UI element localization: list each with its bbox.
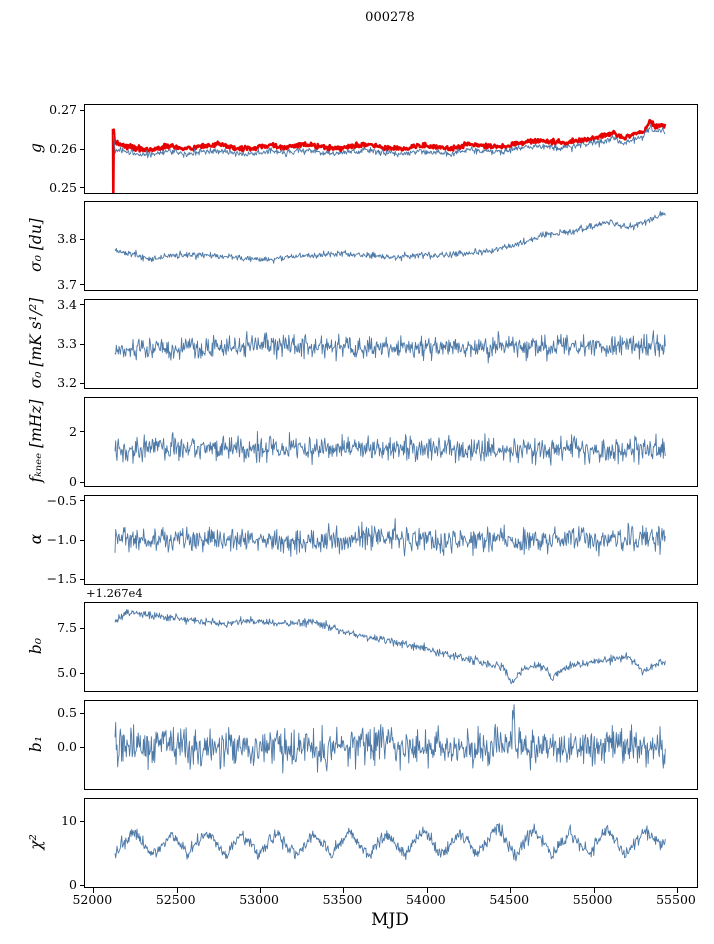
x-tick-label: 54500 <box>489 892 530 907</box>
x-tick-label: 52500 <box>155 892 196 907</box>
x-tick-mark <box>426 888 428 893</box>
y-tick-label: 0.26 <box>49 141 77 156</box>
y-tick-label: 3.8 <box>57 231 77 247</box>
y-tick-label: −0.5 <box>46 492 77 508</box>
x-tick-label: 55500 <box>656 892 696 907</box>
y-tick-mark <box>80 238 84 240</box>
y-tick-mark <box>80 884 84 886</box>
y-tick-mark <box>80 672 84 674</box>
y-tick-label: 7.5 <box>57 620 77 636</box>
panel-sigma0-du: 3.7 3.8 <box>57 201 698 291</box>
y-tick-label: 3.7 <box>57 276 77 292</box>
panel-g: 0.25 0.26 0.27 <box>49 103 698 194</box>
plot-alpha <box>114 518 666 557</box>
y-tick-mark <box>80 500 84 502</box>
ylabel-sigma0-mk: σ₀ [mK s¹/²] <box>27 297 45 389</box>
x-tick-mark <box>510 888 512 893</box>
y-tick-label: 0 <box>69 474 77 490</box>
b0-axis-offset-label: +1.267e4 <box>86 586 143 600</box>
plot-b0 <box>114 608 666 685</box>
f-knee-line <box>114 430 666 466</box>
x-tick-label: 52000 <box>72 892 113 907</box>
y-tick-label: 3.3 <box>57 336 77 351</box>
y-tick-mark <box>80 539 84 541</box>
b0-line <box>114 608 666 685</box>
plot-sigma0-du <box>114 210 666 264</box>
y-tick-label: 0.5 <box>57 705 77 721</box>
y-tick-label: −1.5 <box>46 571 77 587</box>
panel-sigma0-mk: 3.2 3.3 3.4 <box>57 297 698 390</box>
ylabel-fknee: fₖₙₑₑ [mHz] <box>27 399 45 483</box>
plot-chi2 <box>114 823 666 862</box>
y-tick-label: 10 <box>61 813 77 829</box>
plot-g <box>111 119 667 193</box>
ylabel-sigma0-du: σ₀ [du] <box>27 218 45 272</box>
y-tick-mark <box>80 481 84 483</box>
y-tick-mark <box>80 343 84 345</box>
y-tick-label: 3.2 <box>57 375 77 391</box>
y-tick-mark <box>80 382 84 384</box>
x-tick-mark <box>343 888 345 893</box>
b1-line <box>114 704 666 774</box>
y-tick-mark <box>80 187 84 189</box>
plot-fknee <box>114 430 666 466</box>
x-axis-label: MJD <box>371 910 409 930</box>
x-tick-mark <box>176 888 178 893</box>
y-tick-mark <box>80 627 84 629</box>
plot-b1 <box>114 704 666 774</box>
y-tick-label: 0.27 <box>49 102 77 118</box>
alpha-line <box>114 518 666 557</box>
y-tick-label: 0.25 <box>49 179 77 195</box>
y-tick-mark <box>80 431 84 433</box>
chart-title: 000278 <box>365 10 415 25</box>
y-tick-mark <box>80 284 84 286</box>
panel-b0: 5.0 7.5 <box>57 602 698 692</box>
panel-b1: 0.0 0.5 <box>57 700 698 790</box>
x-tick-mark <box>260 888 262 893</box>
x-tick-label: 53000 <box>239 892 279 907</box>
panel-chi2: 0 10 <box>61 798 698 893</box>
x-tick-mark <box>93 888 95 893</box>
panel-alpha: −1.5 −1.0 −0.5 <box>47 493 698 586</box>
x-tick-label: 54000 <box>405 892 446 907</box>
y-tick-label: 5.0 <box>57 665 77 681</box>
x-tick-mark <box>676 888 678 893</box>
ylabel-alpha: α <box>27 533 45 545</box>
x-tick-label: 55000 <box>572 892 613 907</box>
y-tick-label: 0 <box>69 877 77 893</box>
ylabel-b1: b₁ <box>27 735 45 753</box>
y-tick-label: −1.0 <box>46 532 77 547</box>
x-tick-mark <box>593 888 595 893</box>
y-tick-mark <box>80 304 84 306</box>
plot-sigma0-mk <box>114 330 666 364</box>
y-tick-mark <box>80 820 84 822</box>
g-gain-thin-blue-line <box>112 123 666 159</box>
y-tick-label: 3.4 <box>57 296 77 312</box>
chi2-line <box>114 823 666 862</box>
y-tick-mark <box>80 746 84 748</box>
ylabel-b0: b₀ <box>27 637 45 655</box>
y-tick-mark <box>80 109 84 111</box>
y-tick-label: 0.0 <box>57 739 77 755</box>
y-tick-label: 2 <box>69 423 77 439</box>
y-tick-mark <box>80 712 84 714</box>
ylabel-g: g <box>27 143 45 153</box>
sigma0-mK-line <box>114 330 666 364</box>
y-tick-mark <box>80 578 84 580</box>
sigma0-du-line <box>114 210 666 264</box>
g-gain-thick-red-line <box>111 119 667 193</box>
ylabel-chi2: χ² <box>27 834 45 850</box>
x-tick-label: 53500 <box>322 892 363 907</box>
y-tick-mark <box>80 148 84 150</box>
